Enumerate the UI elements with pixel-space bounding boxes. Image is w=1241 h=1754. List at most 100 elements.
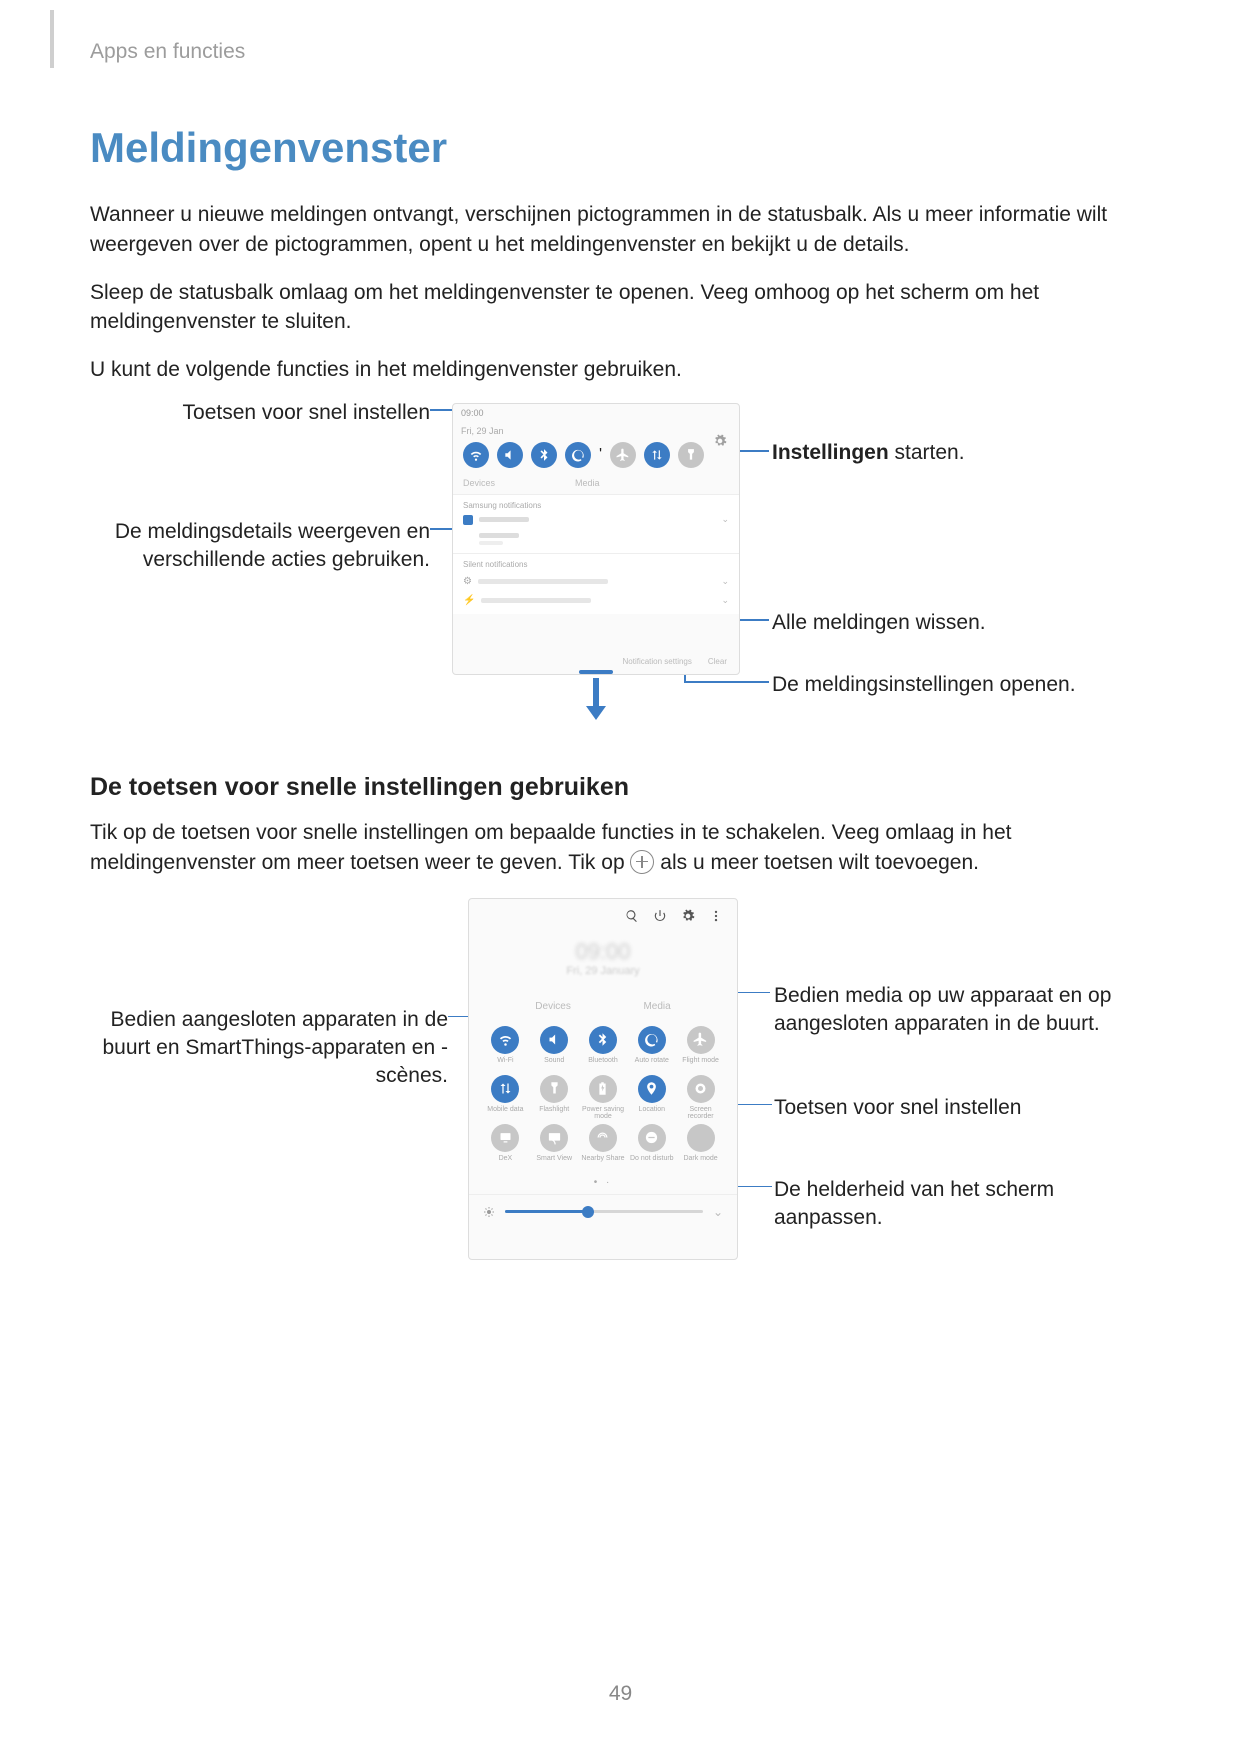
notif-section-title: Samsung notifications xyxy=(463,501,729,510)
slider-thumb[interactable] xyxy=(582,1206,594,1218)
wifi-toggle[interactable] xyxy=(491,1026,519,1054)
qs-label: Power saving mode xyxy=(581,1106,626,1118)
page-title: Meldingenvenster xyxy=(90,124,1151,172)
gear-icon[interactable] xyxy=(713,434,727,448)
notif-item[interactable]: ⚡ ⌄ xyxy=(463,591,729,610)
devices-label[interactable]: Devices xyxy=(463,478,495,488)
chevron-down-icon[interactable]: ⌄ xyxy=(721,514,729,525)
more-icon[interactable] xyxy=(709,909,723,923)
callout-toggles: Toetsen voor snel instellen xyxy=(774,1094,1021,1122)
drag-handle[interactable] xyxy=(579,670,613,674)
notif-footer: Notification settings Clear xyxy=(453,653,739,670)
phone-mock-notification-panel: 09:00 Fri, 29 Jan ' Devices Media Samsun… xyxy=(452,403,740,675)
airplane-toggle[interactable] xyxy=(610,442,636,468)
nearby-share-toggle[interactable] xyxy=(589,1124,617,1152)
callout-line xyxy=(734,1186,772,1188)
notif-section-title: Silent notifications xyxy=(463,560,729,569)
figure-notification-panel: Toetsen voor snel instellen De meldingsd… xyxy=(90,403,1151,713)
callout-quick-toggles: Toetsen voor snel instellen xyxy=(90,399,430,427)
callout-notif-settings: De meldingsinstellingen openen. xyxy=(772,671,1076,699)
clear-all-link[interactable]: Clear xyxy=(708,657,727,666)
power-icon[interactable] xyxy=(653,909,667,923)
qs-devices-media: Devices Media xyxy=(469,995,737,1022)
bluetooth-toggle[interactable] xyxy=(531,442,557,468)
callout-settings: Instellingen starten. xyxy=(772,439,965,467)
brightness-row: ⌄ xyxy=(469,1194,737,1229)
notif-item[interactable] xyxy=(463,529,729,549)
slider-fill xyxy=(505,1210,588,1213)
sound-toggle[interactable] xyxy=(497,442,523,468)
page-number: 49 xyxy=(0,1682,1241,1706)
notif-item[interactable]: ⚙ ⌄ xyxy=(463,572,729,591)
header-rule xyxy=(50,10,54,68)
qs-label: Wi-Fi xyxy=(497,1057,513,1069)
chevron-down-icon[interactable]: ⌄ xyxy=(721,595,729,606)
notif-settings-link[interactable]: Notification settings xyxy=(623,657,692,666)
qs-label: Mobile data xyxy=(487,1106,523,1118)
page-indicator: • · xyxy=(469,1175,737,1194)
callout-devices: Bedien aangesloten apparaten in de buurt… xyxy=(90,1006,448,1091)
quick-settings-row: ' xyxy=(453,440,739,474)
status-bar: 09:00 xyxy=(453,404,739,426)
android-icon: ⚙ xyxy=(463,576,472,587)
qs-date: Fri, 29 January xyxy=(469,965,737,977)
brightness-icon xyxy=(483,1206,495,1218)
wifi-toggle[interactable] xyxy=(463,442,489,468)
callout-brightness: De helderheid van het scherm aanpassen. xyxy=(774,1176,1114,1233)
para-4: Tik op de toetsen voor snelle instelling… xyxy=(90,818,1151,878)
chevron-down-icon[interactable]: ⌄ xyxy=(713,1205,723,1219)
qs-label: Do not disturb xyxy=(630,1155,674,1167)
mobile-data-toggle[interactable] xyxy=(644,442,670,468)
flashlight-toggle[interactable] xyxy=(678,442,704,468)
callout-notif-details: De meldingsdetails weergeven en verschil… xyxy=(90,518,430,575)
search-icon[interactable] xyxy=(625,909,639,923)
callout-line xyxy=(734,1104,772,1106)
para-3: U kunt de volgende functies in het meldi… xyxy=(90,355,1151,385)
dark-mode-toggle[interactable] xyxy=(687,1124,715,1152)
qs-topbar xyxy=(469,899,737,929)
gear-icon[interactable] xyxy=(681,909,695,923)
dnd-toggle[interactable] xyxy=(638,1124,666,1152)
callout-line xyxy=(684,681,769,683)
qs-label: Flashlight xyxy=(539,1106,569,1118)
devices-label[interactable]: Devices xyxy=(535,1001,571,1012)
rotate-toggle[interactable] xyxy=(565,442,591,468)
para-1: Wanneer u nieuwe meldingen ontvangt, ver… xyxy=(90,200,1151,260)
media-label[interactable]: Media xyxy=(575,478,600,488)
dex-toggle[interactable] xyxy=(491,1124,519,1152)
callout-media: Bedien media op uw apparaat en op aanges… xyxy=(774,982,1134,1039)
bluetooth-toggle[interactable] xyxy=(589,1026,617,1054)
notif-item[interactable]: Calendar ⌄ xyxy=(463,510,729,529)
qs-label: Auto rotate xyxy=(635,1057,669,1069)
phone-mock-quick-settings: 09:00 Fri, 29 January Devices Media Wi-F… xyxy=(468,898,738,1260)
brightness-slider[interactable] xyxy=(505,1210,703,1213)
flashlight-toggle[interactable] xyxy=(540,1075,568,1103)
power-saving-toggle[interactable] xyxy=(589,1075,617,1103)
qs-label: Screen recorder xyxy=(678,1106,723,1118)
arrow-down-icon xyxy=(584,678,608,722)
location-toggle[interactable] xyxy=(638,1075,666,1103)
rotate-toggle[interactable] xyxy=(638,1026,666,1054)
smart-view-toggle[interactable] xyxy=(540,1124,568,1152)
qs-label: Location xyxy=(639,1106,665,1118)
mobile-data-toggle[interactable] xyxy=(491,1075,519,1103)
status-time: 09:00 xyxy=(461,408,484,422)
chevron-down-icon[interactable]: ⌄ xyxy=(721,576,729,587)
subheading: De toetsen voor snelle instellingen gebr… xyxy=(90,773,1151,802)
media-label[interactable]: Media xyxy=(643,1001,670,1012)
qs-label: Nearby Share xyxy=(581,1155,624,1167)
qs-label: Sound xyxy=(544,1057,564,1069)
qs-label: DeX xyxy=(499,1155,513,1167)
sound-toggle[interactable] xyxy=(540,1026,568,1054)
plus-circle-icon xyxy=(630,850,654,874)
qs-label: Dark mode xyxy=(683,1155,717,1167)
callout-clear-all: Alle meldingen wissen. xyxy=(772,609,986,637)
breadcrumb: Apps en functies xyxy=(90,40,1151,64)
notif-section-2: Silent notifications ⚙ ⌄ ⚡ ⌄ xyxy=(453,553,739,614)
airplane-toggle[interactable] xyxy=(687,1026,715,1054)
screen-recorder-toggle[interactable] xyxy=(687,1075,715,1103)
callout-settings-bold: Instellingen xyxy=(772,441,889,464)
para-2: Sleep de statusbalk omlaag om het meldin… xyxy=(90,278,1151,338)
figure-quick-settings-expanded: Bedien aangesloten apparaten in de buurt… xyxy=(90,898,1151,1278)
callout-settings-rest: starten. xyxy=(889,441,965,464)
